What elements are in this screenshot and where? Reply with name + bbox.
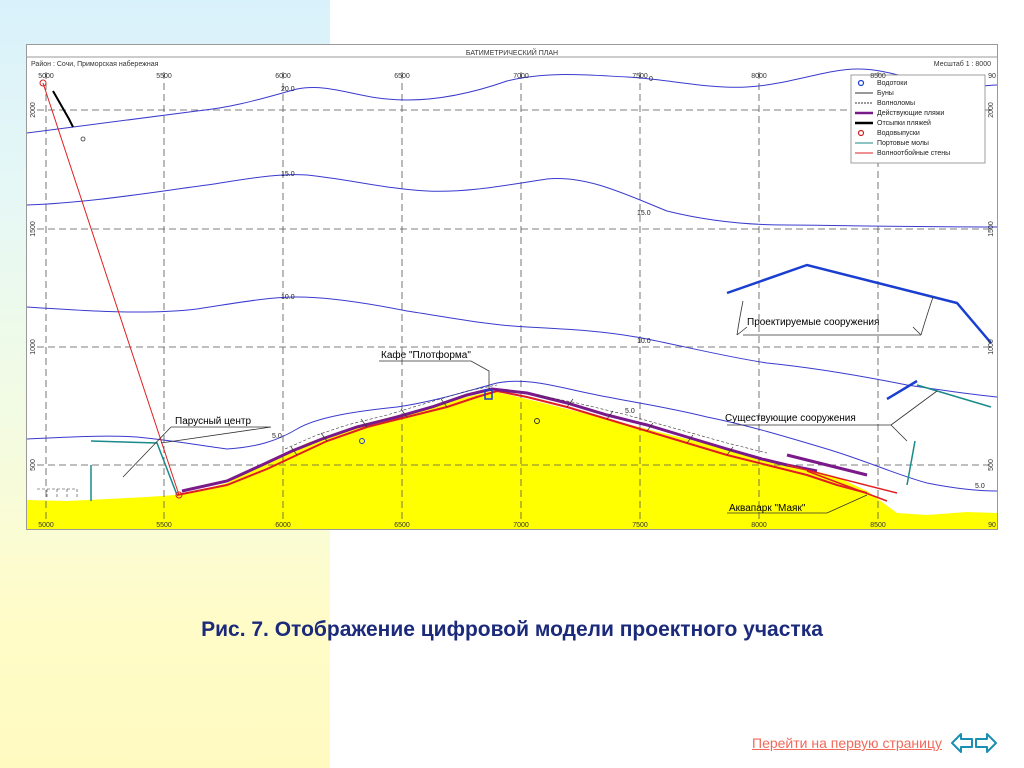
depth-label-5b: 5.0	[625, 408, 635, 415]
water-outlet-line	[42, 82, 180, 496]
legend-item: Действующие пляжи	[855, 109, 944, 117]
y-tick-label: 500	[988, 459, 995, 471]
y-tick-label: 1000	[30, 339, 37, 355]
legend-label: Волноломы	[877, 100, 915, 107]
legend-symbol	[857, 79, 865, 87]
legend-item: Волноотбойные стены	[855, 149, 950, 157]
depth-label-15: 15.0	[281, 171, 295, 178]
legend-label: Водотоки	[877, 80, 907, 87]
x-tick-label: 90	[988, 522, 996, 529]
map-scale: Месштаб 1 : 8000	[934, 60, 991, 68]
y-tick-label: 2000	[30, 102, 37, 118]
annotation-cafe: Кафе "Плотформа"	[381, 349, 471, 361]
x-tick-label: 5500	[156, 522, 172, 529]
isobath-15	[27, 174, 997, 228]
land-area	[27, 391, 997, 529]
x-tick-label: 7000	[513, 522, 529, 529]
x-tick-label: 8500	[870, 73, 886, 80]
arrow-right-icon[interactable]	[974, 730, 998, 756]
outlet-marker-bottom	[175, 491, 183, 499]
x-tick-label: 7000	[513, 73, 529, 80]
isobaths	[27, 68, 997, 492]
legend-item: Водотоки	[857, 79, 907, 87]
depth-label-0: 0	[649, 76, 653, 83]
annotation-projected: Проектируемые сооружения	[747, 317, 879, 328]
stream-marker	[359, 438, 365, 444]
groins	[290, 398, 734, 456]
x-tick-label: 5000	[38, 522, 54, 529]
isobath-20	[27, 68, 997, 134]
map-canvas: БАТИМЕТРИЧЕСКИЙ ПЛАН Район : Сочи, Примо…	[27, 48, 997, 529]
y-tick-label: 1000	[988, 339, 995, 355]
map-title: БАТИМЕТРИЧЕСКИЙ ПЛАН	[466, 48, 558, 57]
depth-label-15b: 15.0	[637, 210, 651, 217]
legend-item: Портовые молы	[855, 140, 929, 147]
port-piers	[90, 384, 992, 501]
x-tick-label: 90	[988, 73, 996, 80]
y-tick-label: 2000	[988, 102, 995, 118]
active-beach-line	[181, 387, 818, 493]
x-tick-label: 6000	[275, 522, 291, 529]
direction-arrow	[52, 90, 74, 128]
legend-item: Отсыпки пляжей	[855, 119, 931, 127]
depth-labels: 20.0 15.0 15.0 10.0 10.0 5.0 5.0 5.0 0	[272, 76, 985, 490]
isobath-10	[27, 296, 997, 398]
depth-label-5c: 5.0	[975, 483, 985, 490]
seawall-line	[176, 389, 868, 496]
legend-label: Действующие пляжи	[877, 109, 944, 117]
annotation-sail-center: Парусный центр	[175, 416, 251, 427]
x-tick-label: 6000	[275, 73, 291, 80]
legend-label: Буны	[877, 90, 894, 97]
bathymetric-map: БАТИМЕТРИЧЕСКИЙ ПЛАН Район : Сочи, Примо…	[26, 44, 998, 530]
x-tick-label: 7500	[632, 73, 648, 80]
figure-caption: Рис. 7. Отображение цифровой модели прое…	[201, 618, 823, 641]
y-tick-label: 500	[30, 459, 37, 471]
x-tick-label: 5500	[156, 73, 172, 80]
outlet-marker-top	[39, 79, 47, 87]
legend-label: Портовые молы	[877, 140, 929, 147]
arrow-left-icon[interactable]	[950, 730, 974, 756]
legend-symbol	[857, 129, 865, 137]
x-tick-label: 8500	[870, 522, 886, 529]
depth-label-5: 5.0	[272, 433, 282, 440]
first-page-link[interactable]: Перейти на первую страницу	[752, 735, 942, 751]
point-marker	[80, 136, 86, 142]
map-district: Район : Сочи, Приморская набережная	[31, 60, 159, 68]
depth-label-20: 20.0	[281, 86, 295, 93]
aquapark-structures	[786, 453, 898, 502]
annotation-aquapark: Аквапарк "Маяк"	[729, 503, 806, 514]
x-tick-label: 7500	[632, 522, 648, 529]
annotation-existing: Существующие сооружения	[725, 413, 856, 424]
depth-label-10b: 10.0	[637, 338, 651, 345]
isobath-5	[27, 380, 997, 492]
y-tick-label: 1500	[988, 221, 995, 237]
annotations: Кафе "Плотформа" Парусный центр Проектир…	[122, 296, 938, 514]
legend-item: Водовыпуски	[857, 129, 920, 137]
x-tick-label: 8000	[751, 73, 767, 80]
legend-item: Буны	[855, 90, 894, 97]
x-tick-label: 5000	[38, 73, 54, 80]
legend-label: Волноотбойные стены	[877, 149, 950, 157]
x-tick-label: 6500	[394, 73, 410, 80]
legend-item: Волноломы	[855, 100, 915, 107]
x-tick-label: 8000	[751, 522, 767, 529]
x-tick-label: 6500	[394, 522, 410, 529]
legend: Водотоки Буны Волноломы Действующие пляжи От…	[850, 74, 986, 164]
projected-structures	[726, 263, 992, 401]
breakwaters	[37, 384, 768, 499]
depth-label-10: 10.0	[281, 294, 295, 301]
legend-label: Отсыпки пляжей	[877, 119, 931, 127]
stream-marker-2	[534, 418, 540, 424]
cafe-marker-icon	[484, 389, 493, 400]
legend-label: Водовыпуски	[877, 130, 920, 137]
y-tick-label: 1500	[30, 221, 37, 237]
